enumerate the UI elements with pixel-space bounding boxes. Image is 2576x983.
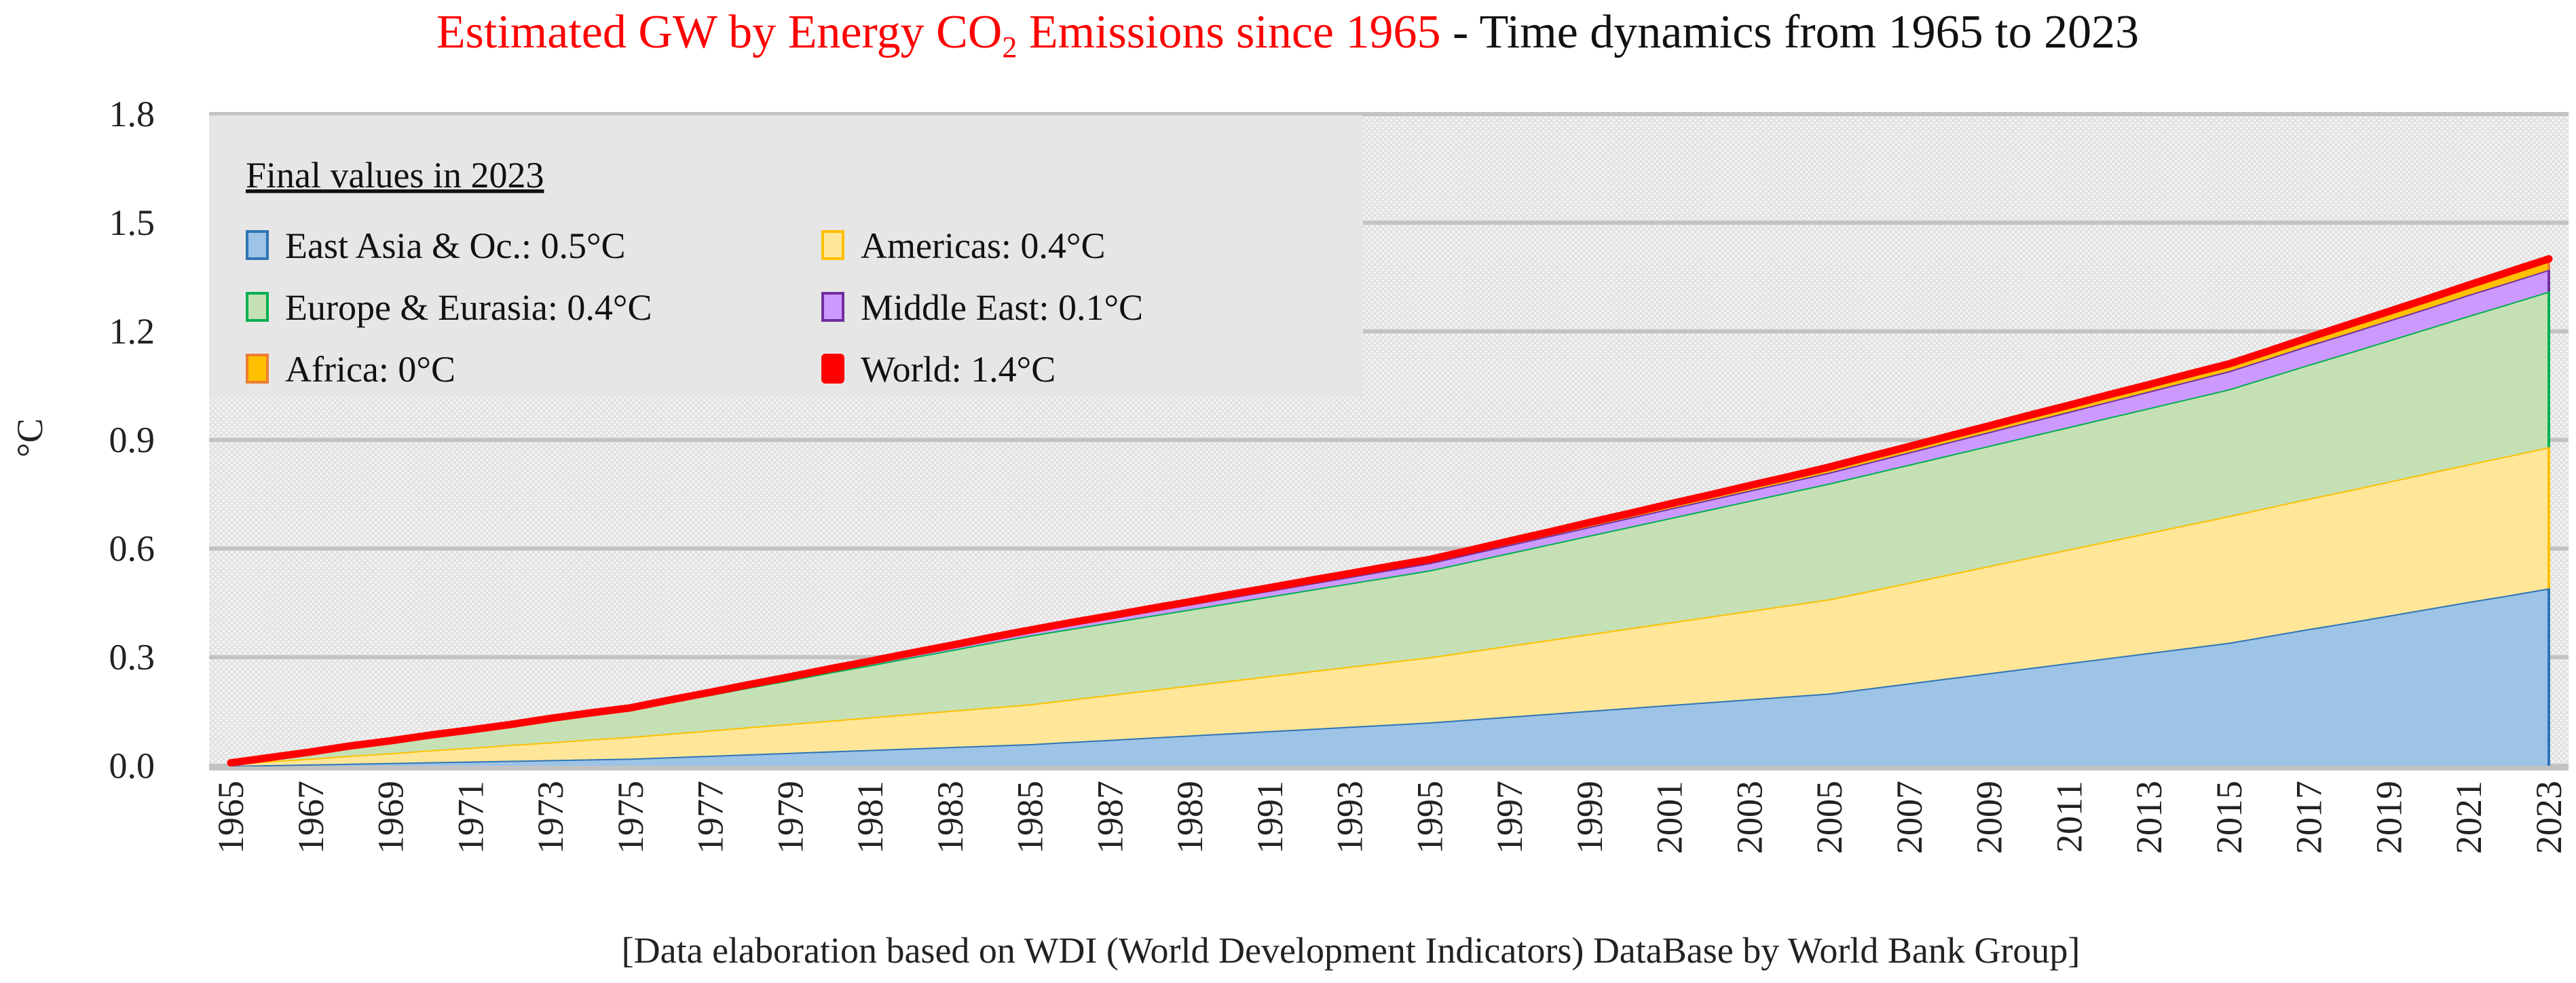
y-tick-label: 1.2 bbox=[109, 311, 155, 352]
legend-item-label: East Asia & Oc.: 0.5°C bbox=[285, 225, 626, 266]
stacked-areas bbox=[209, 255, 2569, 771]
x-tick-label: 1983 bbox=[930, 781, 971, 854]
x-tick-label: 1973 bbox=[530, 781, 571, 854]
x-tick-label: 1979 bbox=[770, 781, 810, 854]
x-tick-label: 1965 bbox=[210, 781, 251, 854]
title-red: Estimated GW by Energy CO bbox=[436, 6, 1002, 58]
x-tick-label: 2019 bbox=[2368, 781, 2409, 854]
x-tick-label: 2013 bbox=[2129, 781, 2169, 854]
legend-background bbox=[209, 115, 1363, 397]
x-tick-label: 1981 bbox=[850, 781, 891, 854]
y-tick-label: 0.0 bbox=[109, 745, 155, 786]
title-black: - Time dynamics from 1965 to 2023 bbox=[1440, 6, 2139, 58]
x-tick-label: 1967 bbox=[291, 781, 331, 854]
legend-swatch bbox=[821, 230, 844, 260]
area-europe-eurasia bbox=[231, 291, 2549, 764]
x-tick-label: 2023 bbox=[2528, 781, 2569, 854]
y-tick-label: 1.5 bbox=[109, 202, 155, 243]
legend-swatch bbox=[821, 354, 844, 384]
legend-swatch bbox=[246, 354, 269, 384]
y-tick-label: 0.6 bbox=[109, 528, 155, 569]
legend-swatch bbox=[246, 292, 269, 322]
legend-title: Final values in 2023 bbox=[246, 155, 544, 196]
title-red-end: Emissions since 1965 bbox=[1017, 6, 1440, 58]
x-tick-label: 1993 bbox=[1330, 781, 1370, 854]
legend-item-label: Africa: 0°C bbox=[285, 349, 455, 390]
x-tick-label: 2021 bbox=[2448, 781, 2489, 854]
x-tick-label: 2001 bbox=[1649, 781, 1690, 854]
x-tick-label: 2005 bbox=[1809, 781, 1850, 854]
x-tick-labels: 1965 1967 1969 1971 1973 1975 1977 1979 1981 1983… bbox=[210, 781, 2569, 854]
x-tick-label: 1989 bbox=[1170, 781, 1210, 854]
y-tick-label: 0.9 bbox=[109, 420, 155, 460]
x-tick-label: 1985 bbox=[1010, 781, 1051, 854]
x-tick-label: 2003 bbox=[1729, 781, 1770, 854]
y-axis-label: °C bbox=[10, 418, 50, 458]
legend-swatch bbox=[246, 230, 269, 260]
legend-item-label: World: 1.4°C bbox=[861, 349, 1056, 390]
legend-item-label: Europe & Eurasia: 0.4°C bbox=[285, 287, 652, 328]
x-tick-label: 1999 bbox=[1569, 781, 1610, 854]
chart-title: Estimated GW by Energy CO2 Emissions sin… bbox=[436, 6, 2139, 64]
y-tick-label: 0.3 bbox=[109, 637, 155, 678]
x-tick-label: 1975 bbox=[610, 781, 651, 854]
area-americas bbox=[231, 447, 2549, 766]
x-tick-label: 2007 bbox=[1889, 781, 1930, 854]
area-east-asia-oc- bbox=[231, 588, 2549, 766]
x-tick-label: 1971 bbox=[450, 781, 491, 854]
x-tick-label: 2009 bbox=[1969, 781, 2010, 854]
title-subscript: 2 bbox=[1002, 31, 1017, 64]
x-tick-label: 1977 bbox=[690, 781, 731, 854]
y-tick-label: 1.8 bbox=[109, 94, 155, 134]
x-tick-label: 1969 bbox=[371, 781, 411, 854]
legend: Final values in 2023 East Asia & Oc.: 0.… bbox=[209, 115, 1363, 397]
legend-item-label: Middle East: 0.1°C bbox=[861, 287, 1143, 328]
x-tick-label: 1991 bbox=[1250, 781, 1290, 854]
x-tick-label: 2017 bbox=[2289, 781, 2330, 854]
x-tick-label: 1995 bbox=[1409, 781, 1450, 854]
legend-item-label: Americas: 0.4°C bbox=[861, 225, 1106, 266]
legend-swatch bbox=[821, 292, 844, 322]
x-tick-label: 2011 bbox=[2049, 781, 2089, 853]
y-tick-labels: 0.0 0.3 0.6 0.9 1.2 1.5 1.8 bbox=[109, 94, 155, 786]
x-tick-label: 1997 bbox=[1489, 781, 1530, 854]
x-tick-label: 2015 bbox=[2209, 781, 2250, 854]
footnote: [Data elaboration based on WDI (World De… bbox=[622, 930, 2080, 971]
x-tick-label: 1987 bbox=[1089, 781, 1130, 854]
world-line bbox=[227, 255, 2553, 767]
